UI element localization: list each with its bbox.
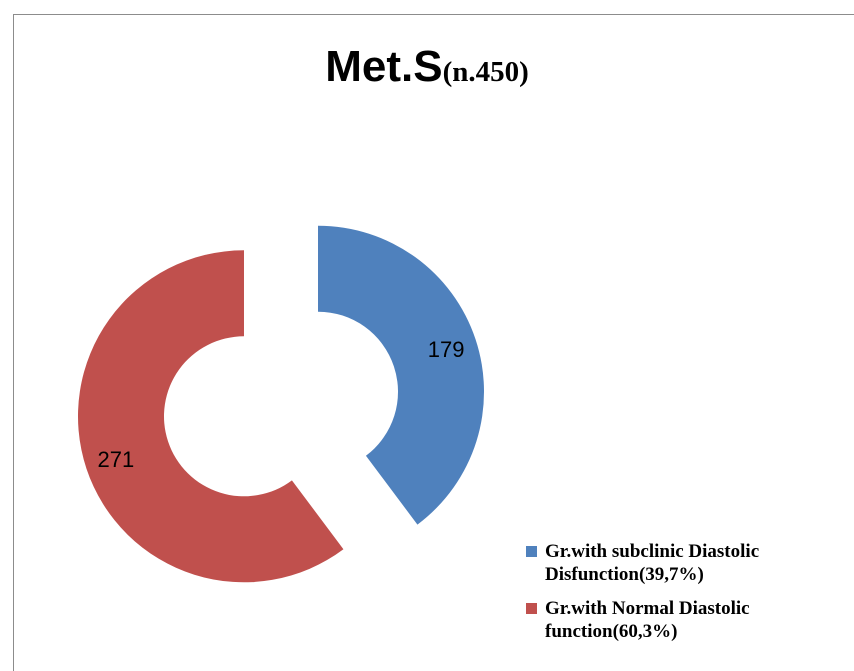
legend-label-normal: Gr.with Normal Diastolic function(60,3%) <box>545 598 750 642</box>
legend-item-normal: Gr.with Normal Diastolic function(60,3%) <box>526 597 846 643</box>
legend-label-subclinic: Gr.with subclinic Diastolic Disfunction(… <box>545 541 760 585</box>
legend-swatch-subclinic <box>526 546 537 557</box>
slice-normal <box>77 250 344 583</box>
slice-label-subclinic: 179 <box>428 337 465 362</box>
slice-label-normal: 271 <box>98 447 135 472</box>
title-main: Met.S <box>325 42 443 91</box>
legend-swatch-normal <box>526 603 537 614</box>
title-subtitle: (n.450) <box>442 56 529 88</box>
legend: Gr.with subclinic Diastolic Disfunction(… <box>526 540 846 654</box>
chart-title: Met.S(n.450) <box>0 42 854 92</box>
legend-item-subclinic: Gr.with subclinic Diastolic Disfunction(… <box>526 540 846 586</box>
slice-subclinic <box>318 225 485 525</box>
